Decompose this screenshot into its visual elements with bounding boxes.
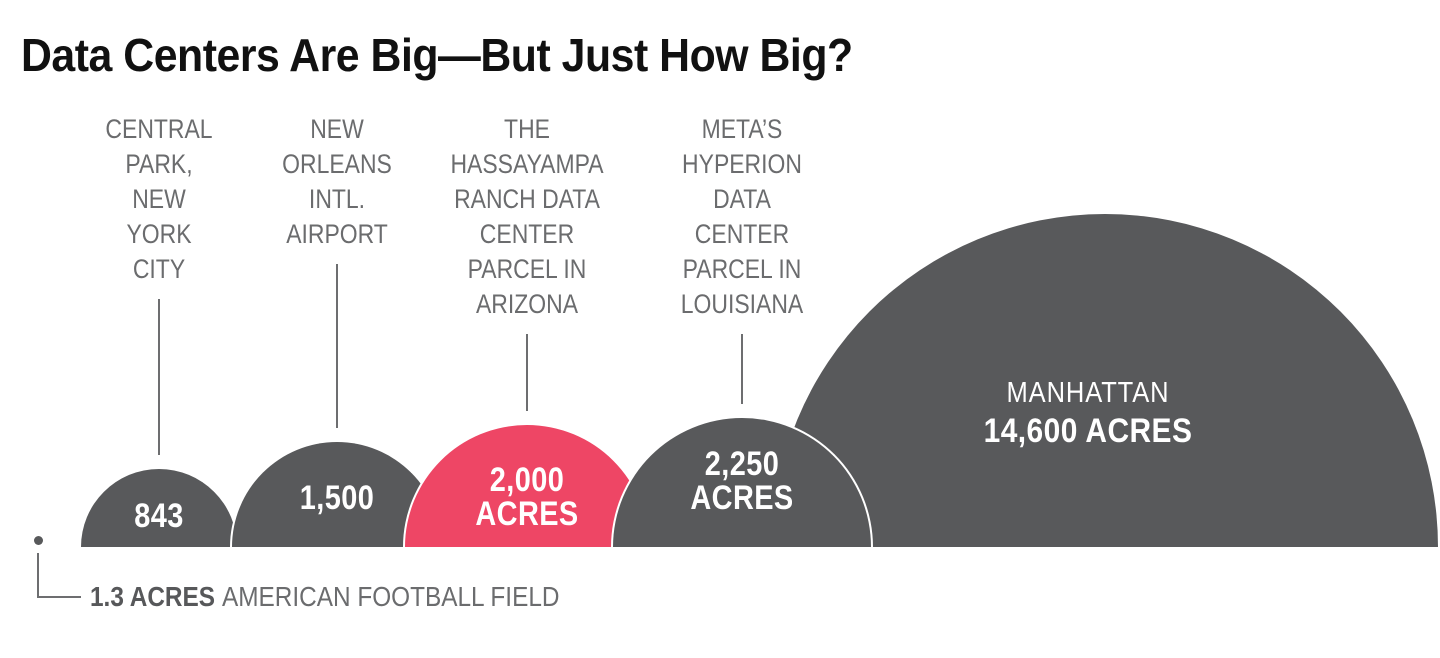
football-field-dot	[34, 536, 43, 545]
label-connector-line-hassayampa-ranch	[526, 334, 528, 412]
footnote-value: 1.3 ACRES	[90, 581, 216, 612]
label-connector-line-meta-hyperion	[741, 334, 743, 404]
label-connector-line-new-orleans-airport	[336, 264, 338, 428]
comparison-label-new-orleans-airport: NEW ORLEANS INTL. AIRPORT	[282, 114, 392, 249]
circle-value-central-park: 843	[134, 497, 184, 535]
footnote-connector-horizontal-line	[37, 596, 81, 598]
label-connector-line-central-park	[158, 299, 160, 455]
comparison-label-hassayampa-ranch: THE HASSAYAMPA RANCH DATA CENTER PARCEL …	[450, 114, 604, 319]
footnote-connector-vertical-line	[37, 553, 39, 598]
comparison-label-meta-hyperion: META’S HYPERION DATA CENTER PARCEL IN LO…	[680, 114, 804, 319]
footnote-label: AMERICAN FOOTBALL FIELD	[221, 581, 560, 612]
circle-value-hassayampa-ranch: 2,000 ACRES	[475, 461, 579, 533]
circle-value-new-orleans-airport: 1,500	[299, 479, 375, 517]
circle-acres-label: 14,600 ACRES	[983, 412, 1193, 450]
circle-name-label: MANHATTAN	[1006, 377, 1170, 409]
circle-value-meta-hyperion: 2,250 ACRES	[690, 445, 794, 517]
scale-footnote: 1.3 ACRES AMERICAN FOOTBALL FIELD	[90, 582, 559, 612]
comparison-label-central-park: CENTRAL PARK, NEW YORK CITY	[105, 114, 213, 284]
chart-title: Data Centers Are Big—But Just How Big?	[21, 29, 853, 81]
circle-text-manhattan: MANHATTAN 14,600 ACRES	[912, 374, 1264, 450]
